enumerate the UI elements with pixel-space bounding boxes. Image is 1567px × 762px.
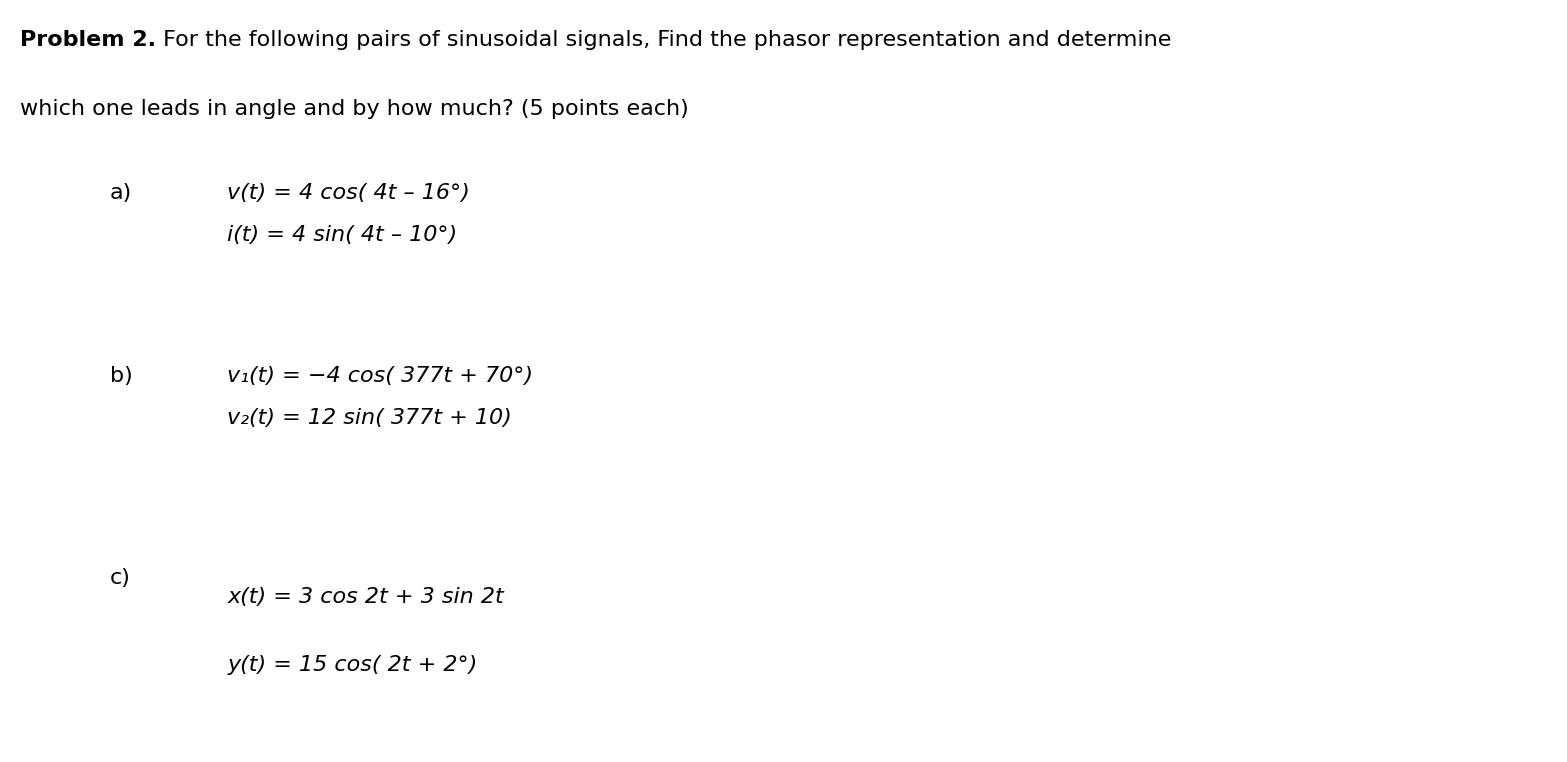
Text: v₂(t) = 12 sin( 377t + 10): v₂(t) = 12 sin( 377t + 10) (227, 408, 512, 427)
Text: which one leads in angle and by how much? (5 points each): which one leads in angle and by how much… (20, 99, 689, 119)
Text: v(t) = 4 cos( 4t – 16°): v(t) = 4 cos( 4t – 16°) (227, 183, 470, 203)
Text: For the following pairs of sinusoidal signals, Find the phasor representation an: For the following pairs of sinusoidal si… (157, 30, 1172, 50)
Text: x(t) = 3 cos 2t + 3 sin 2t: x(t) = 3 cos 2t + 3 sin 2t (227, 587, 505, 607)
Text: i(t) = 4 sin( 4t – 10°): i(t) = 4 sin( 4t – 10°) (227, 225, 458, 245)
Text: v₁(t) = −4 cos( 377t + 70°): v₁(t) = −4 cos( 377t + 70°) (227, 366, 533, 386)
Text: a): a) (110, 183, 132, 203)
Text: c): c) (110, 568, 130, 588)
Text: b): b) (110, 366, 133, 386)
Text: y(t) = 15 cos( 2t + 2°): y(t) = 15 cos( 2t + 2°) (227, 655, 478, 675)
Text: Problem 2.: Problem 2. (20, 30, 157, 50)
